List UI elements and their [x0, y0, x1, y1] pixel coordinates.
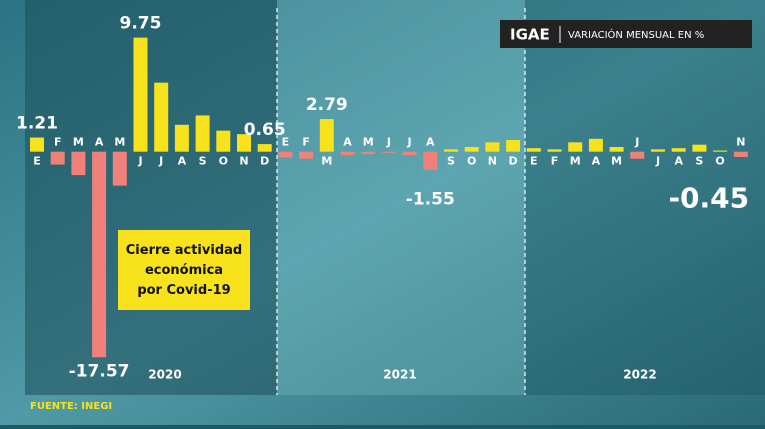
x-tick-label: M	[611, 155, 622, 168]
x-tick-label: M	[73, 136, 84, 149]
annotation-box	[118, 230, 250, 310]
bar	[506, 140, 521, 152]
bar	[319, 119, 334, 152]
x-tick-label: E	[33, 155, 41, 168]
x-tick-label: N	[488, 155, 497, 168]
bar	[174, 124, 189, 152]
bar	[133, 37, 148, 152]
x-tick-label: S	[447, 155, 455, 168]
x-tick-label: D	[260, 155, 269, 168]
bar	[671, 148, 686, 152]
bar	[50, 151, 65, 165]
bar	[568, 142, 583, 152]
bar	[71, 151, 86, 176]
annotation: Cierre actividad económica por Covid-19	[126, 243, 242, 298]
value-label: 0.65	[244, 120, 286, 140]
bar	[340, 151, 355, 156]
x-tick-label: O	[715, 155, 724, 168]
source: FUENTE: INEGI	[30, 401, 112, 412]
bar	[692, 144, 707, 152]
bar	[464, 147, 479, 152]
bar	[278, 151, 293, 158]
x-tick-label: A	[178, 155, 187, 168]
x-tick-label: F	[54, 136, 62, 149]
x-tick-label: A	[343, 136, 352, 149]
year-label: 2020	[148, 368, 181, 382]
x-tick-label: O	[219, 155, 228, 168]
year-label: 2022	[623, 368, 656, 382]
value-label: -1.55	[406, 190, 455, 210]
x-tick-label: M	[114, 136, 125, 149]
x-tick-label: M	[321, 155, 332, 168]
bar	[733, 151, 748, 157]
bar	[195, 115, 210, 152]
value-label: 2.79	[306, 95, 348, 115]
bar	[381, 151, 396, 153]
bar	[257, 144, 272, 152]
x-tick-label: A	[592, 155, 601, 168]
bar	[237, 134, 251, 152]
x-tick-label: J	[634, 136, 639, 149]
value-label: -0.45	[668, 182, 749, 215]
x-tick-label: J	[655, 155, 660, 168]
x-tick-label: O	[467, 155, 476, 168]
chart-subtitle: VARIACIÓN MENSUAL EN %	[568, 28, 704, 41]
x-tick-label: S	[199, 155, 207, 168]
bar	[609, 147, 624, 152]
x-tick-label: F	[551, 155, 559, 168]
x-tick-label: N	[736, 136, 745, 149]
bar	[713, 150, 728, 152]
bar	[216, 130, 231, 152]
chart-title: IGAE	[510, 26, 550, 44]
bar	[526, 148, 541, 152]
x-tick-label: J	[386, 136, 391, 149]
value-label: -17.57	[69, 361, 130, 381]
x-tick-label: E	[530, 155, 538, 168]
x-tick-label: A	[95, 136, 104, 149]
x-tick-label: M	[570, 155, 581, 168]
x-tick-label: S	[695, 155, 703, 168]
bar	[92, 151, 107, 358]
x-tick-label: F	[302, 136, 310, 149]
bar	[630, 151, 645, 159]
x-tick-label: E	[282, 136, 290, 149]
bar	[402, 151, 417, 156]
x-tick-label: J	[158, 155, 163, 168]
panel-2022	[525, 0, 765, 395]
x-tick-label: J	[407, 136, 412, 149]
bar	[30, 137, 44, 152]
value-label: 9.75	[120, 14, 162, 34]
bar	[361, 151, 376, 155]
bar	[444, 149, 458, 152]
x-tick-label: A	[674, 155, 683, 168]
panel-2021	[277, 0, 525, 395]
bar	[112, 151, 127, 186]
bar	[423, 151, 438, 170]
bar	[588, 138, 603, 152]
bar	[299, 151, 314, 159]
bar	[547, 149, 562, 152]
bar	[651, 149, 665, 152]
value-label: 1.21	[16, 114, 58, 134]
x-tick-label: D	[509, 155, 518, 168]
x-tick-label: N	[239, 155, 248, 168]
panel-2020	[25, 0, 277, 395]
year-label: 2021	[383, 368, 416, 382]
x-tick-label: J	[137, 155, 142, 168]
bar	[485, 142, 500, 152]
x-tick-label: A	[426, 136, 435, 149]
bar	[154, 82, 169, 152]
title-box	[500, 20, 752, 48]
x-tick-label: M	[363, 136, 374, 149]
